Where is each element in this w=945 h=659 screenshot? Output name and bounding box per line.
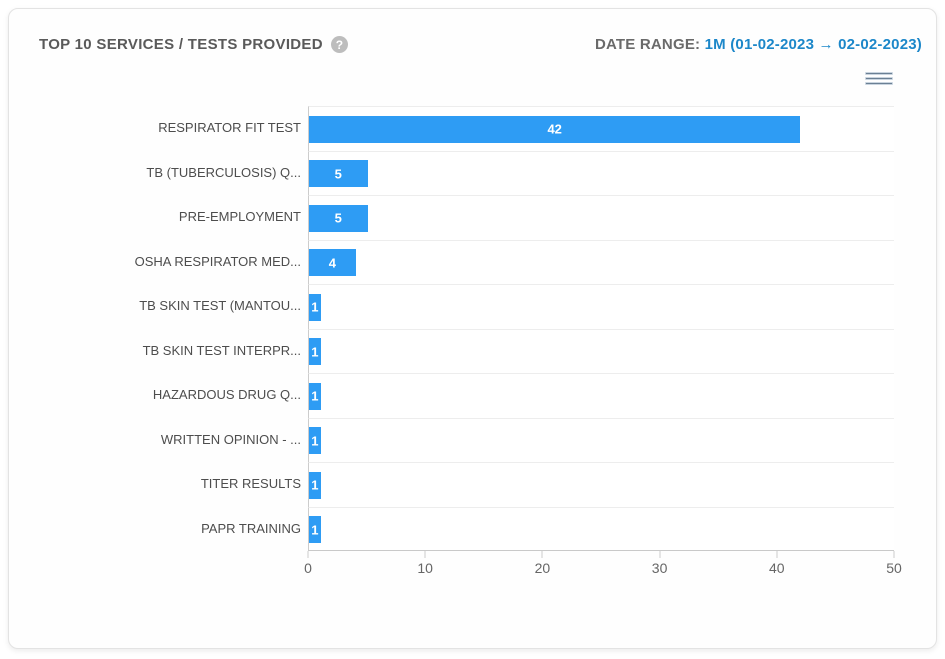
bar[interactable]: 1 — [309, 293, 321, 321]
plot-row-band: 4 — [308, 239, 894, 284]
x-axis-tick — [776, 551, 778, 558]
plot-row-band: 1 — [308, 373, 894, 418]
chart-row: RESPIRATOR FIT TEST 42 — [9, 106, 894, 151]
bar[interactable]: 1 — [309, 338, 321, 365]
date-range: DATE RANGE: 1M (01-02-2023 → 02-02-2023) — [595, 36, 922, 53]
category-label: TB SKIN TEST INTERPR... — [142, 342, 301, 358]
bar-value-label: 1 — [311, 344, 319, 359]
plot-row-band: 1 — [308, 417, 894, 462]
chart-menu-icon[interactable] — [865, 72, 893, 87]
chart-row: TB (TUBERCULOSIS) Q... 5 — [9, 150, 894, 195]
category-label: TITER RESULTS — [200, 476, 301, 491]
chart-title-group: TOP 10 SERVICES / TESTS PROVIDED ? — [39, 36, 348, 53]
bar-value-label: 1 — [311, 477, 319, 493]
bar-value-label: 1 — [311, 433, 319, 448]
bar[interactable]: 1 — [309, 471, 321, 499]
category-label: PAPR TRAINING — [201, 520, 301, 536]
bar-value-label: 5 — [334, 210, 342, 226]
category-label: TB SKIN TEST (MANTOU... — [139, 298, 301, 313]
menu-bar-line — [865, 82, 893, 85]
bar-value-label: 5 — [334, 166, 342, 181]
bar[interactable]: 1 — [309, 382, 321, 410]
bar[interactable]: 42 — [309, 115, 801, 143]
x-axis-tick — [659, 551, 661, 558]
bar-value-label: 1 — [311, 388, 319, 404]
chart-header: TOP 10 SERVICES / TESTS PROVIDED ? DATE … — [39, 36, 922, 53]
bar-chart: RESPIRATOR FIT TEST 42 TB (TUBERCULOSIS) Q… — [9, 106, 902, 585]
category-label: TB (TUBERCULOSIS) Q... — [146, 164, 301, 180]
bar[interactable]: 5 — [309, 204, 368, 232]
category-label: HAZARDOUS DRUG Q... — [152, 387, 301, 402]
help-icon[interactable]: ? — [330, 36, 348, 53]
bar-value-label: 42 — [547, 121, 562, 137]
x-axis-tick — [307, 551, 309, 558]
x-axis-tick-label: 0 — [304, 560, 312, 576]
category-label: OSHA RESPIRATOR MED... — [134, 253, 301, 269]
x-axis-tick-label: 40 — [769, 560, 785, 576]
x-axis-tick-label: 50 — [886, 560, 902, 576]
chart-row: TB SKIN TEST (MANTOU... 1 — [9, 284, 894, 329]
bar-value-label: 4 — [328, 255, 337, 270]
x-axis-tick-label: 30 — [651, 560, 668, 576]
category-label: PRE-EMPLOYMENT — [178, 209, 301, 224]
plot-row-band: 42 — [308, 106, 894, 151]
plot-row-band: 5 — [308, 150, 894, 195]
x-axis-tick-label: 20 — [534, 560, 551, 576]
x-axis: 0 10 20 30 40 50 — [304, 551, 902, 585]
menu-bar-line — [865, 77, 893, 80]
date-range-label: DATE RANGE: — [594, 36, 701, 53]
category-label: WRITTEN OPINION - ... — [160, 431, 301, 447]
x-axis-tick — [541, 551, 543, 558]
menu-bar-line — [865, 72, 893, 75]
category-label: RESPIRATOR FIT TEST — [158, 120, 301, 135]
bar[interactable]: 5 — [309, 160, 368, 187]
bar[interactable]: 4 — [309, 249, 356, 276]
bar[interactable]: 1 — [309, 516, 321, 543]
plot-row-band: 1 — [308, 462, 894, 507]
chart-row: HAZARDOUS DRUG Q... 1 — [9, 373, 894, 418]
chart-title: TOP 10 SERVICES / TESTS PROVIDED — [39, 36, 323, 53]
bar[interactable]: 1 — [309, 427, 321, 454]
chart-row: OSHA RESPIRATOR MED... 4 — [9, 239, 894, 284]
chart-rows: RESPIRATOR FIT TEST 42 TB (TUBERCULOSIS) Q… — [9, 106, 894, 551]
chart-row: TB SKIN TEST INTERPR... 1 — [9, 328, 894, 373]
chart-row: TITER RESULTS 1 — [9, 462, 894, 507]
plot-row-band: 1 — [308, 284, 894, 329]
chart-row: WRITTEN OPINION - ... 1 — [9, 417, 894, 462]
x-axis-tick — [424, 551, 426, 558]
x-axis-tick-label: 10 — [417, 560, 433, 576]
chart-row: PRE-EMPLOYMENT 5 — [9, 195, 894, 240]
plot-row-band: 1 — [308, 328, 894, 373]
plot-row-band: 1 — [308, 506, 894, 551]
date-range-value[interactable]: 1M (01-02-2023 → 02-02-2023) — [704, 36, 922, 53]
bar-value-label: 1 — [311, 299, 319, 315]
bar-value-label: 1 — [311, 522, 319, 537]
chart-row: PAPR TRAINING 1 — [9, 506, 894, 551]
plot-row-band: 5 — [308, 195, 894, 240]
x-axis-tick — [893, 551, 895, 558]
chart-card: TOP 10 SERVICES / TESTS PROVIDED ? DATE … — [8, 8, 937, 649]
